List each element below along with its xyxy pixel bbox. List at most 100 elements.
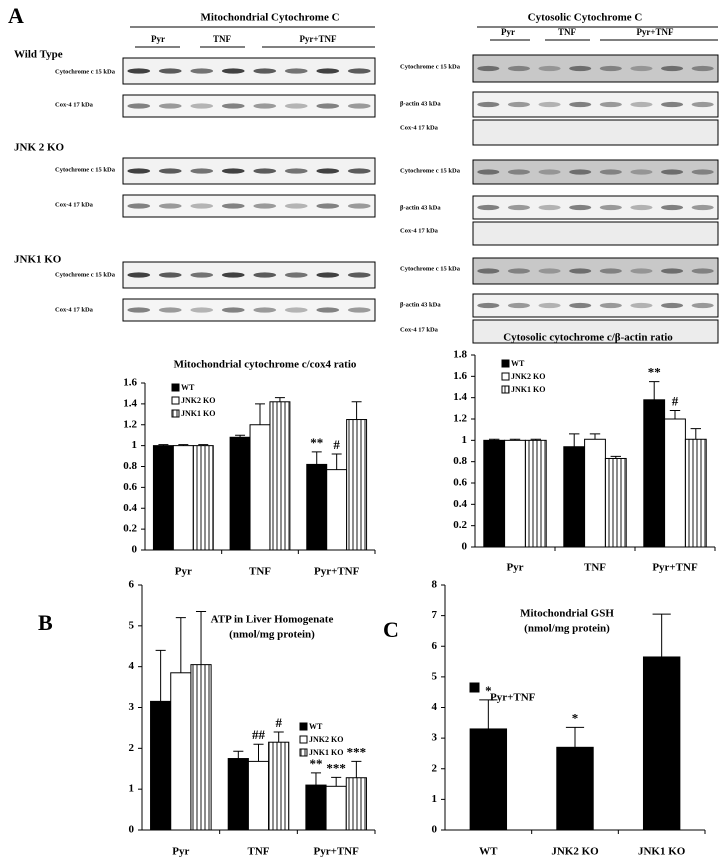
error-bar-path — [690, 428, 701, 440]
blot-row-label: Cox-4 17 kDa — [55, 306, 94, 313]
blot-band — [316, 168, 340, 174]
blot-band — [221, 307, 245, 313]
significance-mark: * — [485, 683, 492, 698]
bar — [326, 469, 348, 551]
blot-band — [316, 203, 340, 209]
error-bar-path — [569, 433, 580, 447]
significance-mark: *** — [326, 760, 346, 775]
lane-group-label: Pyr+TNF — [299, 34, 337, 44]
error-bar — [489, 438, 500, 441]
blot-band — [599, 65, 622, 72]
y-tick-label: 0 — [432, 824, 438, 836]
y-tick-label: 0 — [129, 824, 135, 836]
error-bar — [331, 776, 342, 787]
blot-image — [122, 298, 376, 322]
lane-group-label: Pyr — [151, 34, 165, 44]
blot-title: Cytosolic Cytochrome C — [528, 12, 643, 24]
y-tick-label: 2 — [129, 742, 135, 754]
blot-band — [221, 68, 245, 74]
significance-mark: ** — [310, 435, 323, 450]
error-bar — [233, 750, 244, 759]
legend-label: JNK2 KO — [511, 372, 545, 381]
error-bar — [178, 444, 189, 446]
significance-mark: ** — [309, 756, 322, 771]
y-tick-label: 5 — [129, 619, 135, 631]
blot-band — [127, 103, 151, 109]
error-bar — [195, 611, 207, 665]
x-tick-label: Pyr — [175, 566, 192, 578]
error-bar-path — [253, 743, 264, 762]
blot-band — [316, 103, 340, 109]
x-tick-label: TNF — [584, 562, 606, 574]
blot-band — [158, 203, 182, 209]
panel-label: B — [38, 610, 53, 635]
blot-band — [127, 203, 151, 209]
error-bar-path — [175, 617, 186, 673]
blot-band — [691, 204, 714, 211]
genotype-label: JNK 2 KO — [14, 142, 65, 154]
error-bar — [649, 381, 660, 400]
blot-band — [221, 272, 245, 278]
x-tick-label: Pyr+TNF — [314, 566, 360, 578]
blot-band — [477, 101, 500, 108]
blot-band — [316, 272, 340, 278]
y-tick-label: 4 — [129, 660, 135, 672]
y-tick-label: 1.6 — [453, 370, 467, 382]
panel-label: C — [383, 617, 399, 642]
blot-row-label: Cox-4 17 kDa — [400, 227, 439, 234]
blot-band — [158, 307, 182, 313]
blot-band — [507, 268, 530, 274]
blot-row-label: Cox-4 17 kDa — [400, 124, 439, 131]
blot-band — [630, 169, 653, 175]
blot-band — [284, 203, 308, 209]
chart-title: ATP in Liver Homogenate — [211, 614, 334, 626]
blot-band — [190, 203, 214, 209]
blot-band — [190, 272, 214, 278]
error-bar — [669, 409, 681, 419]
blot-band — [347, 203, 371, 209]
blot-band — [221, 203, 245, 209]
error-bar — [652, 613, 671, 657]
y-tick-label: 2 — [432, 762, 438, 774]
blot-band — [347, 168, 371, 174]
blot-band — [630, 268, 653, 274]
blot-row-label: Cox-4 17 kDa — [400, 326, 439, 333]
blot-band — [158, 168, 182, 174]
bar — [192, 445, 214, 551]
error-bar-path — [155, 649, 166, 702]
chart-subtitle: (nmol/mg protein) — [524, 623, 610, 635]
chart-title: Mitochondrial cytochrome c/cox4 ratio — [174, 359, 357, 371]
bar — [152, 445, 174, 551]
blot-band — [691, 268, 714, 274]
legend-label: WT — [309, 722, 323, 731]
error-bar-path — [311, 451, 322, 465]
error-bar-path — [255, 403, 265, 425]
y-tick-label: 1.4 — [453, 391, 467, 403]
blot-image — [472, 319, 719, 344]
error-bar — [351, 760, 362, 778]
bar — [604, 457, 627, 548]
bar — [584, 438, 606, 548]
bar — [170, 672, 192, 831]
blot-band — [661, 302, 684, 309]
significance-mark: *** — [347, 744, 367, 759]
bar — [563, 446, 586, 548]
y-tick-label: 6 — [129, 579, 135, 591]
x-tick-label: Pyr — [172, 846, 189, 858]
error-bar — [253, 743, 264, 762]
blot-band — [507, 169, 530, 175]
error-bar — [565, 726, 585, 748]
blot-row-label: β-actin 43 kDa — [400, 301, 441, 308]
blot-band — [253, 68, 277, 74]
bar — [269, 401, 291, 551]
legend-swatch — [501, 372, 510, 381]
bar — [524, 439, 547, 548]
legend-swatch — [171, 383, 180, 392]
bar — [249, 424, 271, 551]
bar — [469, 728, 508, 831]
bar — [172, 445, 194, 551]
blot-band — [158, 103, 182, 109]
bar — [504, 439, 526, 548]
blot-row-label: Cytochrome c 15 kDa — [55, 271, 116, 278]
x-tick-label: Pyr+TNF — [313, 846, 359, 858]
